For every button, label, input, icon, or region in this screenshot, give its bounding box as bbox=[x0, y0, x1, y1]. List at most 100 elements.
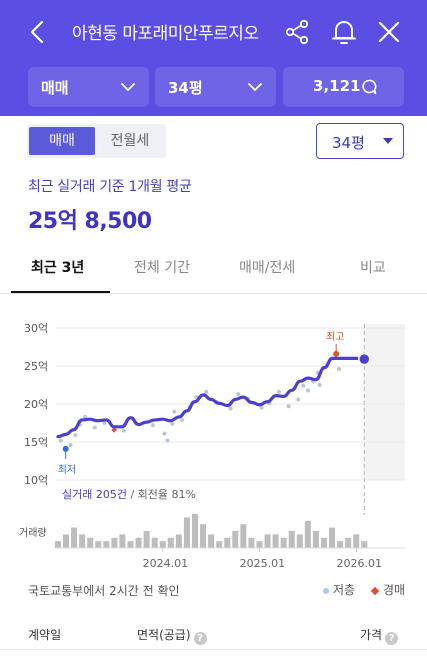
current-price-point bbox=[358, 352, 371, 366]
volume-bar bbox=[248, 537, 255, 548]
trade-type-filter-label: 매매 bbox=[41, 79, 69, 97]
col-contract-date: 계약일 bbox=[28, 628, 62, 642]
x-tick-label: 2026.01 bbox=[337, 557, 383, 570]
volume-bar bbox=[63, 534, 70, 548]
transaction-dot bbox=[121, 428, 126, 433]
legend-auction: 경매 bbox=[370, 581, 406, 598]
volume-bar bbox=[345, 537, 352, 548]
x-tick-label: 2024.01 bbox=[143, 557, 189, 570]
turnover-rate: / 회전율 81% bbox=[130, 488, 196, 501]
volume-bar bbox=[337, 541, 344, 548]
volume-bar bbox=[143, 531, 150, 548]
size-select-value: 34평 bbox=[332, 134, 365, 152]
legend-auction-label: 경매 bbox=[383, 583, 406, 597]
close-icon[interactable] bbox=[376, 19, 402, 45]
size-select[interactable]: 34평 bbox=[316, 123, 404, 159]
help-icon[interactable]: ? bbox=[385, 632, 399, 645]
caret-down-icon bbox=[383, 138, 393, 144]
volume-bar bbox=[135, 537, 142, 548]
high-label: 최고 bbox=[326, 331, 344, 343]
volume-bar bbox=[54, 541, 61, 548]
share-icon[interactable] bbox=[284, 19, 310, 45]
col-area: 면적(공급)? bbox=[137, 626, 207, 645]
volume-bar bbox=[361, 541, 368, 548]
volume-bar bbox=[151, 537, 158, 548]
volume-bar bbox=[224, 537, 231, 548]
legend-low-floor-label: 저층 bbox=[333, 583, 356, 597]
volume-label: 거래량 bbox=[19, 527, 47, 539]
volume-bar bbox=[191, 514, 198, 548]
volume-bar bbox=[264, 534, 271, 548]
volume-bar bbox=[216, 541, 223, 548]
transaction-dot bbox=[301, 383, 306, 388]
transaction-dot bbox=[92, 425, 97, 430]
volume-bar bbox=[167, 537, 174, 548]
app-header: 아현동 마포래미안푸르지오 매매 34평 3,121 bbox=[0, 0, 427, 116]
segment-sale[interactable]: 매매 bbox=[29, 127, 95, 155]
transaction-dot bbox=[58, 438, 63, 443]
volume-bar bbox=[183, 517, 190, 548]
low-floor-dot-icon bbox=[323, 587, 329, 594]
volume-bar bbox=[296, 534, 303, 548]
volume-bar bbox=[119, 534, 126, 548]
y-tick-label: 10억 bbox=[24, 474, 48, 487]
y-tick-label: 30억 bbox=[24, 322, 48, 335]
back-arrow-icon[interactable] bbox=[24, 18, 52, 46]
transaction-dot bbox=[228, 406, 233, 411]
transaction-dot bbox=[276, 389, 281, 394]
volume-bar bbox=[103, 541, 110, 548]
trade-type-filter[interactable]: 매매 bbox=[28, 67, 149, 107]
comments-filter[interactable]: 3,121 bbox=[283, 67, 404, 107]
nav-bar: 아현동 마포래미안푸르지오 bbox=[0, 0, 427, 64]
volume-bar bbox=[208, 534, 215, 548]
bell-icon[interactable] bbox=[330, 18, 358, 46]
volume-bar bbox=[240, 524, 247, 548]
transaction-info: 실거래 205건 / 회전율 81% bbox=[62, 488, 196, 501]
tab-compare[interactable]: 비교 bbox=[360, 260, 386, 276]
transaction-dot bbox=[306, 388, 311, 393]
future-area bbox=[364, 324, 405, 480]
volume-bar bbox=[87, 537, 94, 548]
col-price-label: 가격 bbox=[360, 628, 383, 642]
high-marker bbox=[333, 350, 340, 357]
y-tick-label: 15억 bbox=[24, 436, 48, 449]
volume-bar bbox=[159, 541, 166, 548]
volume-bar bbox=[320, 537, 327, 548]
chat-bubble-icon bbox=[362, 79, 377, 95]
volume-bar bbox=[280, 537, 287, 548]
low-label: 최저 bbox=[58, 464, 76, 476]
transaction-dot bbox=[165, 438, 170, 443]
volume-bar bbox=[353, 534, 360, 548]
average-label: 최근 실거래 기준 1개월 평균 bbox=[28, 179, 192, 195]
transaction-dot bbox=[150, 423, 155, 428]
volume-bar bbox=[329, 527, 336, 548]
segment-rent[interactable]: 전월세 bbox=[110, 133, 150, 149]
y-tick-label: 25억 bbox=[24, 360, 48, 373]
transaction-dot bbox=[337, 367, 342, 372]
volume-bar bbox=[272, 534, 279, 548]
legend-low-floor: 저층 bbox=[323, 581, 355, 598]
tab-all-period[interactable]: 전체 기간 bbox=[134, 260, 190, 276]
chevron-down-icon bbox=[121, 83, 135, 91]
transaction-dot bbox=[172, 409, 177, 414]
y-tick-label: 20억 bbox=[24, 398, 48, 411]
transaction-dot bbox=[317, 383, 322, 387]
size-filter[interactable]: 34평 bbox=[155, 67, 276, 107]
period-tabs: 최근 3년 전체 기간 매매/전세 비교 bbox=[0, 244, 427, 294]
tab-sale-jeonse[interactable]: 매매/전세 bbox=[239, 260, 296, 276]
transaction-dot bbox=[296, 397, 301, 402]
col-area-label: 면적(공급) bbox=[137, 628, 191, 642]
chevron-down-icon bbox=[248, 83, 262, 91]
volume-bar bbox=[312, 531, 319, 548]
help-icon[interactable]: ? bbox=[193, 632, 207, 645]
tab-recent-3y[interactable]: 최근 3년 bbox=[31, 260, 85, 276]
auction-marker bbox=[111, 427, 117, 433]
volume-bar bbox=[256, 541, 263, 548]
transaction-dot bbox=[259, 405, 264, 410]
volume-bar bbox=[95, 541, 102, 548]
transaction-dot bbox=[170, 421, 175, 426]
volume-bar bbox=[200, 524, 207, 548]
auction-diamond-icon bbox=[370, 586, 380, 595]
transaction-dot bbox=[73, 433, 78, 438]
